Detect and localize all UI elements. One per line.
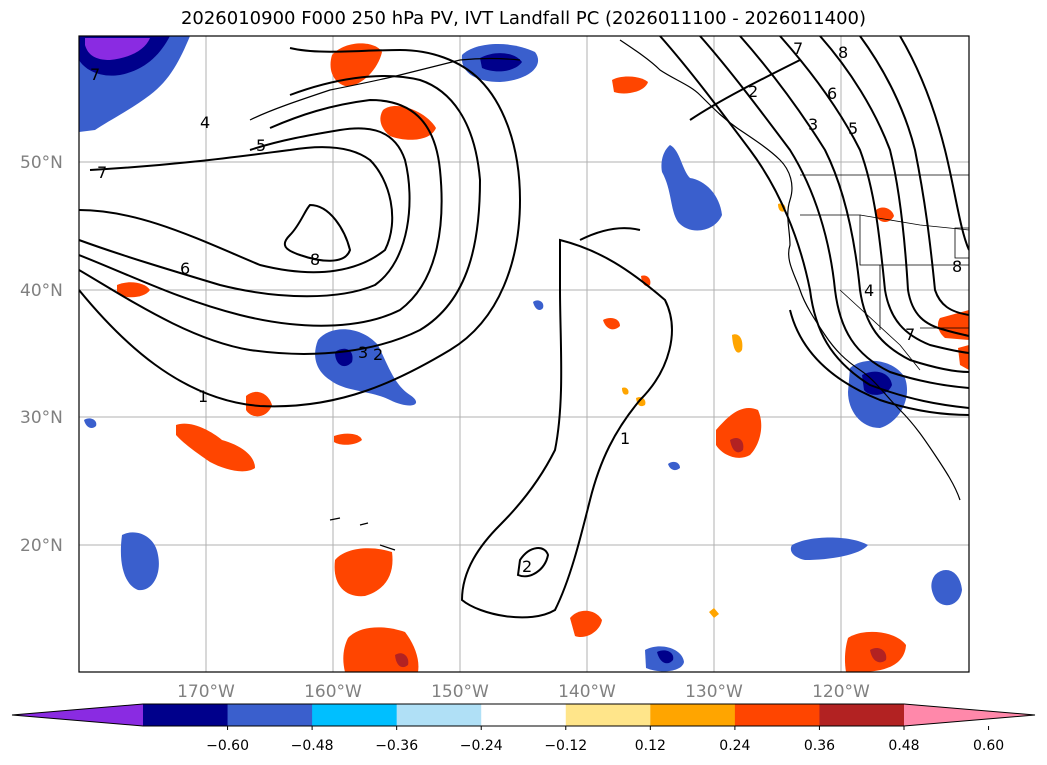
contour-label: 1 [198, 387, 208, 406]
colorbar-segment [481, 704, 567, 726]
colorbar-extend-high [904, 704, 1035, 726]
colorbar-tick-label: −0.60 [206, 738, 249, 754]
contour-label: 2 [748, 82, 758, 101]
lat-label: 40°N [20, 281, 63, 301]
colorbar-segment [396, 704, 482, 726]
lat-label: 50°N [20, 153, 63, 173]
lon-label: 120°W [812, 682, 870, 702]
colorbar-tick-label: −0.12 [544, 738, 587, 754]
contour-label: 5 [256, 136, 266, 155]
contour-label: 2 [373, 345, 383, 364]
contour-label: 1 [620, 429, 630, 448]
contour-labels: 7 8 7 2 3 5 6 4 5 7 6 8 1 3 2 1 2 4 7 8 [90, 39, 962, 576]
contour-label: 7 [793, 39, 803, 58]
colorbar-tick-label: 0.60 [973, 738, 1004, 754]
colorbar-tick-label: −0.48 [291, 738, 334, 754]
colorbar: −0.60 −0.48 −0.36 −0.24 −0.12 0.12 0.24 0.36 0.4… [11, 703, 1036, 754]
colorbar-extend-low [12, 704, 143, 726]
lon-label: 130°W [685, 682, 743, 702]
colorbar-segment [312, 704, 398, 726]
map-title: 2026010900 F000 250 hPa PV, IVT Landfall… [180, 8, 867, 29]
longitude-labels: 170°W 160°W 150°W 140°W 130°W 120°W [177, 682, 870, 702]
positive-pv-areas [117, 43, 969, 672]
contour-label: 7 [905, 325, 915, 344]
contour-label: 2 [522, 557, 532, 576]
ivt-contours [79, 36, 969, 619]
colorbar-segment [227, 704, 313, 726]
contour-label: 8 [838, 43, 848, 62]
negative-pv-areas [79, 36, 962, 672]
colorbar-tick-label: −0.24 [460, 738, 503, 754]
colorbar-segment [819, 704, 905, 726]
map-frame [78, 35, 970, 673]
colorbar-segment [734, 704, 820, 726]
colorbar-segment [143, 704, 229, 726]
contour-label: 3 [358, 343, 368, 362]
lon-label: 170°W [177, 682, 235, 702]
lon-label: 160°W [304, 682, 362, 702]
contour-label: 3 [808, 115, 818, 134]
lat-label: 30°N [20, 408, 63, 428]
colorbar-segment [565, 704, 651, 726]
colorbar-outline [11, 703, 1036, 727]
map-content: 7 8 7 2 3 5 6 4 5 7 6 8 1 3 2 1 2 4 7 8 [79, 36, 969, 672]
lon-label: 140°W [558, 682, 616, 702]
contour-label: 8 [310, 250, 320, 269]
contour-label: 4 [864, 281, 874, 300]
borders [800, 174, 969, 371]
contour-label: 8 [952, 257, 962, 276]
colorbar-tick-label: 0.24 [719, 738, 750, 754]
colorbar-tick-label: −0.36 [375, 738, 418, 754]
lat-label: 20°N [20, 536, 63, 556]
colorbar-segment [650, 704, 736, 726]
contour-label: 4 [200, 113, 210, 132]
contour-label: 6 [827, 84, 837, 103]
colorbar-tick-label: 0.12 [635, 738, 666, 754]
contour-label: 7 [90, 65, 100, 84]
lon-label: 150°W [431, 682, 489, 702]
contour-label: 7 [97, 163, 107, 182]
colorbar-tick-label: 0.36 [804, 738, 835, 754]
latitude-labels: 50°N 40°N 30°N 20°N [20, 153, 63, 556]
contour-label: 6 [180, 259, 190, 278]
contour-label: 5 [848, 119, 858, 138]
colorbar-tick-label: 0.48 [888, 738, 919, 754]
